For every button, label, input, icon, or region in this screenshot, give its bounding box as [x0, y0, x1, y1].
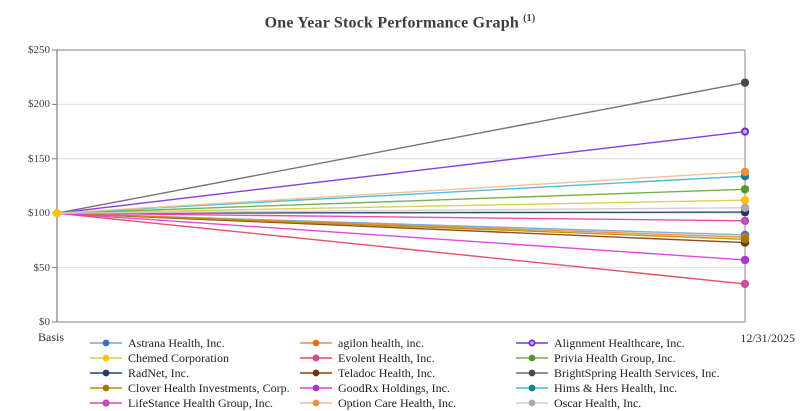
legend-item: Teladoc Health, Inc. — [300, 365, 516, 380]
legend-label: agilon health, inc. — [338, 335, 424, 350]
legend-label: GoodRx Holdings, Inc. — [338, 381, 450, 396]
legend-item: Evolent Health, Inc. — [300, 350, 516, 365]
series-end-marker — [740, 203, 750, 212]
legend-item: agilon health, inc. — [300, 335, 516, 350]
legend-item: Hims & Hers Health, Inc. — [516, 381, 730, 396]
legend-marker-icon — [516, 384, 548, 392]
series-end-marker — [740, 216, 750, 225]
legend-marker-icon — [300, 399, 332, 407]
legend-item: Oscar Health, Inc. — [516, 396, 730, 411]
legend-marker-icon — [90, 339, 122, 346]
legend-label: Chemed Corporation — [128, 350, 229, 365]
legend-marker-icon — [90, 369, 122, 377]
legend-label: Alignment Healthcare, Inc. — [554, 335, 685, 350]
series-line — [56, 188, 746, 214]
basis-marker — [52, 209, 62, 218]
series-line — [56, 212, 746, 261]
series-end-marker — [740, 255, 750, 265]
legend-marker-icon — [90, 399, 122, 407]
x-axis-label-end-date: 12/31/2025 — [740, 331, 795, 345]
legend-item: Astrana Health, Inc. — [90, 335, 300, 350]
series-end-marker — [740, 235, 750, 244]
y-axis-tick-label: $0 — [39, 316, 50, 328]
series-line — [56, 130, 746, 214]
series-line — [56, 212, 746, 222]
legend-label: RadNet, Inc. — [128, 365, 189, 380]
legend-label: Teladoc Health, Inc. — [338, 365, 436, 380]
legend-marker-icon — [300, 384, 332, 392]
legend-marker-icon — [90, 354, 122, 362]
legend-marker-icon — [90, 384, 122, 392]
legend-marker-icon — [300, 339, 332, 346]
legend-label: Oscar Health, Inc. — [554, 396, 642, 411]
legend-marker-icon — [300, 369, 332, 377]
series-line — [56, 211, 746, 214]
series-end-marker — [740, 195, 750, 205]
legend-marker-icon — [516, 339, 548, 347]
series-line — [56, 171, 746, 214]
legend-item: RadNet, Inc. — [90, 365, 300, 380]
series-line — [56, 175, 746, 214]
series-end-marker — [740, 185, 750, 194]
legend-label: Option Care Health, Inc. — [338, 396, 457, 411]
legend-label: Privia Health Group, Inc. — [554, 350, 676, 365]
legend-item: Clover Health Investments, Corp. — [90, 381, 300, 396]
legend-marker-icon — [516, 369, 548, 377]
legend-marker-icon — [300, 354, 332, 362]
series-line — [56, 212, 746, 285]
legend-item: BrightSpring Health Services, Inc. — [516, 365, 730, 380]
legend-label: LifeStance Health Group, Inc. — [128, 396, 273, 411]
legend-label: Evolent Health, Inc. — [338, 350, 435, 365]
legend-item: Alignment Healthcare, Inc. — [516, 335, 730, 350]
series-line — [56, 199, 746, 214]
x-axis-label-basis: Basis — [38, 330, 65, 344]
series-line — [56, 207, 746, 214]
legend-marker-icon — [516, 399, 548, 407]
legend-item: Privia Health Group, Inc. — [516, 350, 730, 365]
legend-item: Option Care Health, Inc. — [300, 396, 516, 411]
chart-legend: Astrana Health, Inc. agilon health, inc. A… — [90, 335, 730, 411]
chart-title-text: One Year Stock Performance Graph — [264, 14, 519, 32]
chart-title-footnote-marker: (1) — [523, 13, 536, 24]
y-axis-tick-label: $250 — [28, 44, 50, 56]
series-end-marker — [740, 167, 750, 177]
series-line — [56, 212, 746, 241]
legend-item: LifeStance Health Group, Inc. — [90, 396, 300, 411]
legend-label: BrightSpring Health Services, Inc. — [554, 365, 720, 380]
y-axis-tick-label: $150 — [28, 152, 50, 165]
legend-label: Clover Health Investments, Corp. — [128, 381, 290, 396]
series-end-marker — [740, 78, 750, 87]
legend-label: Astrana Health, Inc. — [128, 335, 225, 350]
series-end-marker — [740, 127, 750, 136]
legend-label: Hims & Hers Health, Inc. — [554, 381, 678, 396]
series-end-marker — [740, 279, 750, 289]
y-axis-tick-label: $200 — [28, 98, 50, 111]
y-axis-tick-label: $100 — [28, 207, 50, 220]
series-line — [56, 81, 746, 214]
y-axis-tick-label: $50 — [33, 261, 51, 274]
chart-title: One Year Stock Performance Graph (1) — [0, 13, 800, 32]
legend-item: Chemed Corporation — [90, 350, 300, 365]
legend-marker-icon — [516, 354, 548, 362]
legend-item: GoodRx Holdings, Inc. — [300, 381, 516, 396]
